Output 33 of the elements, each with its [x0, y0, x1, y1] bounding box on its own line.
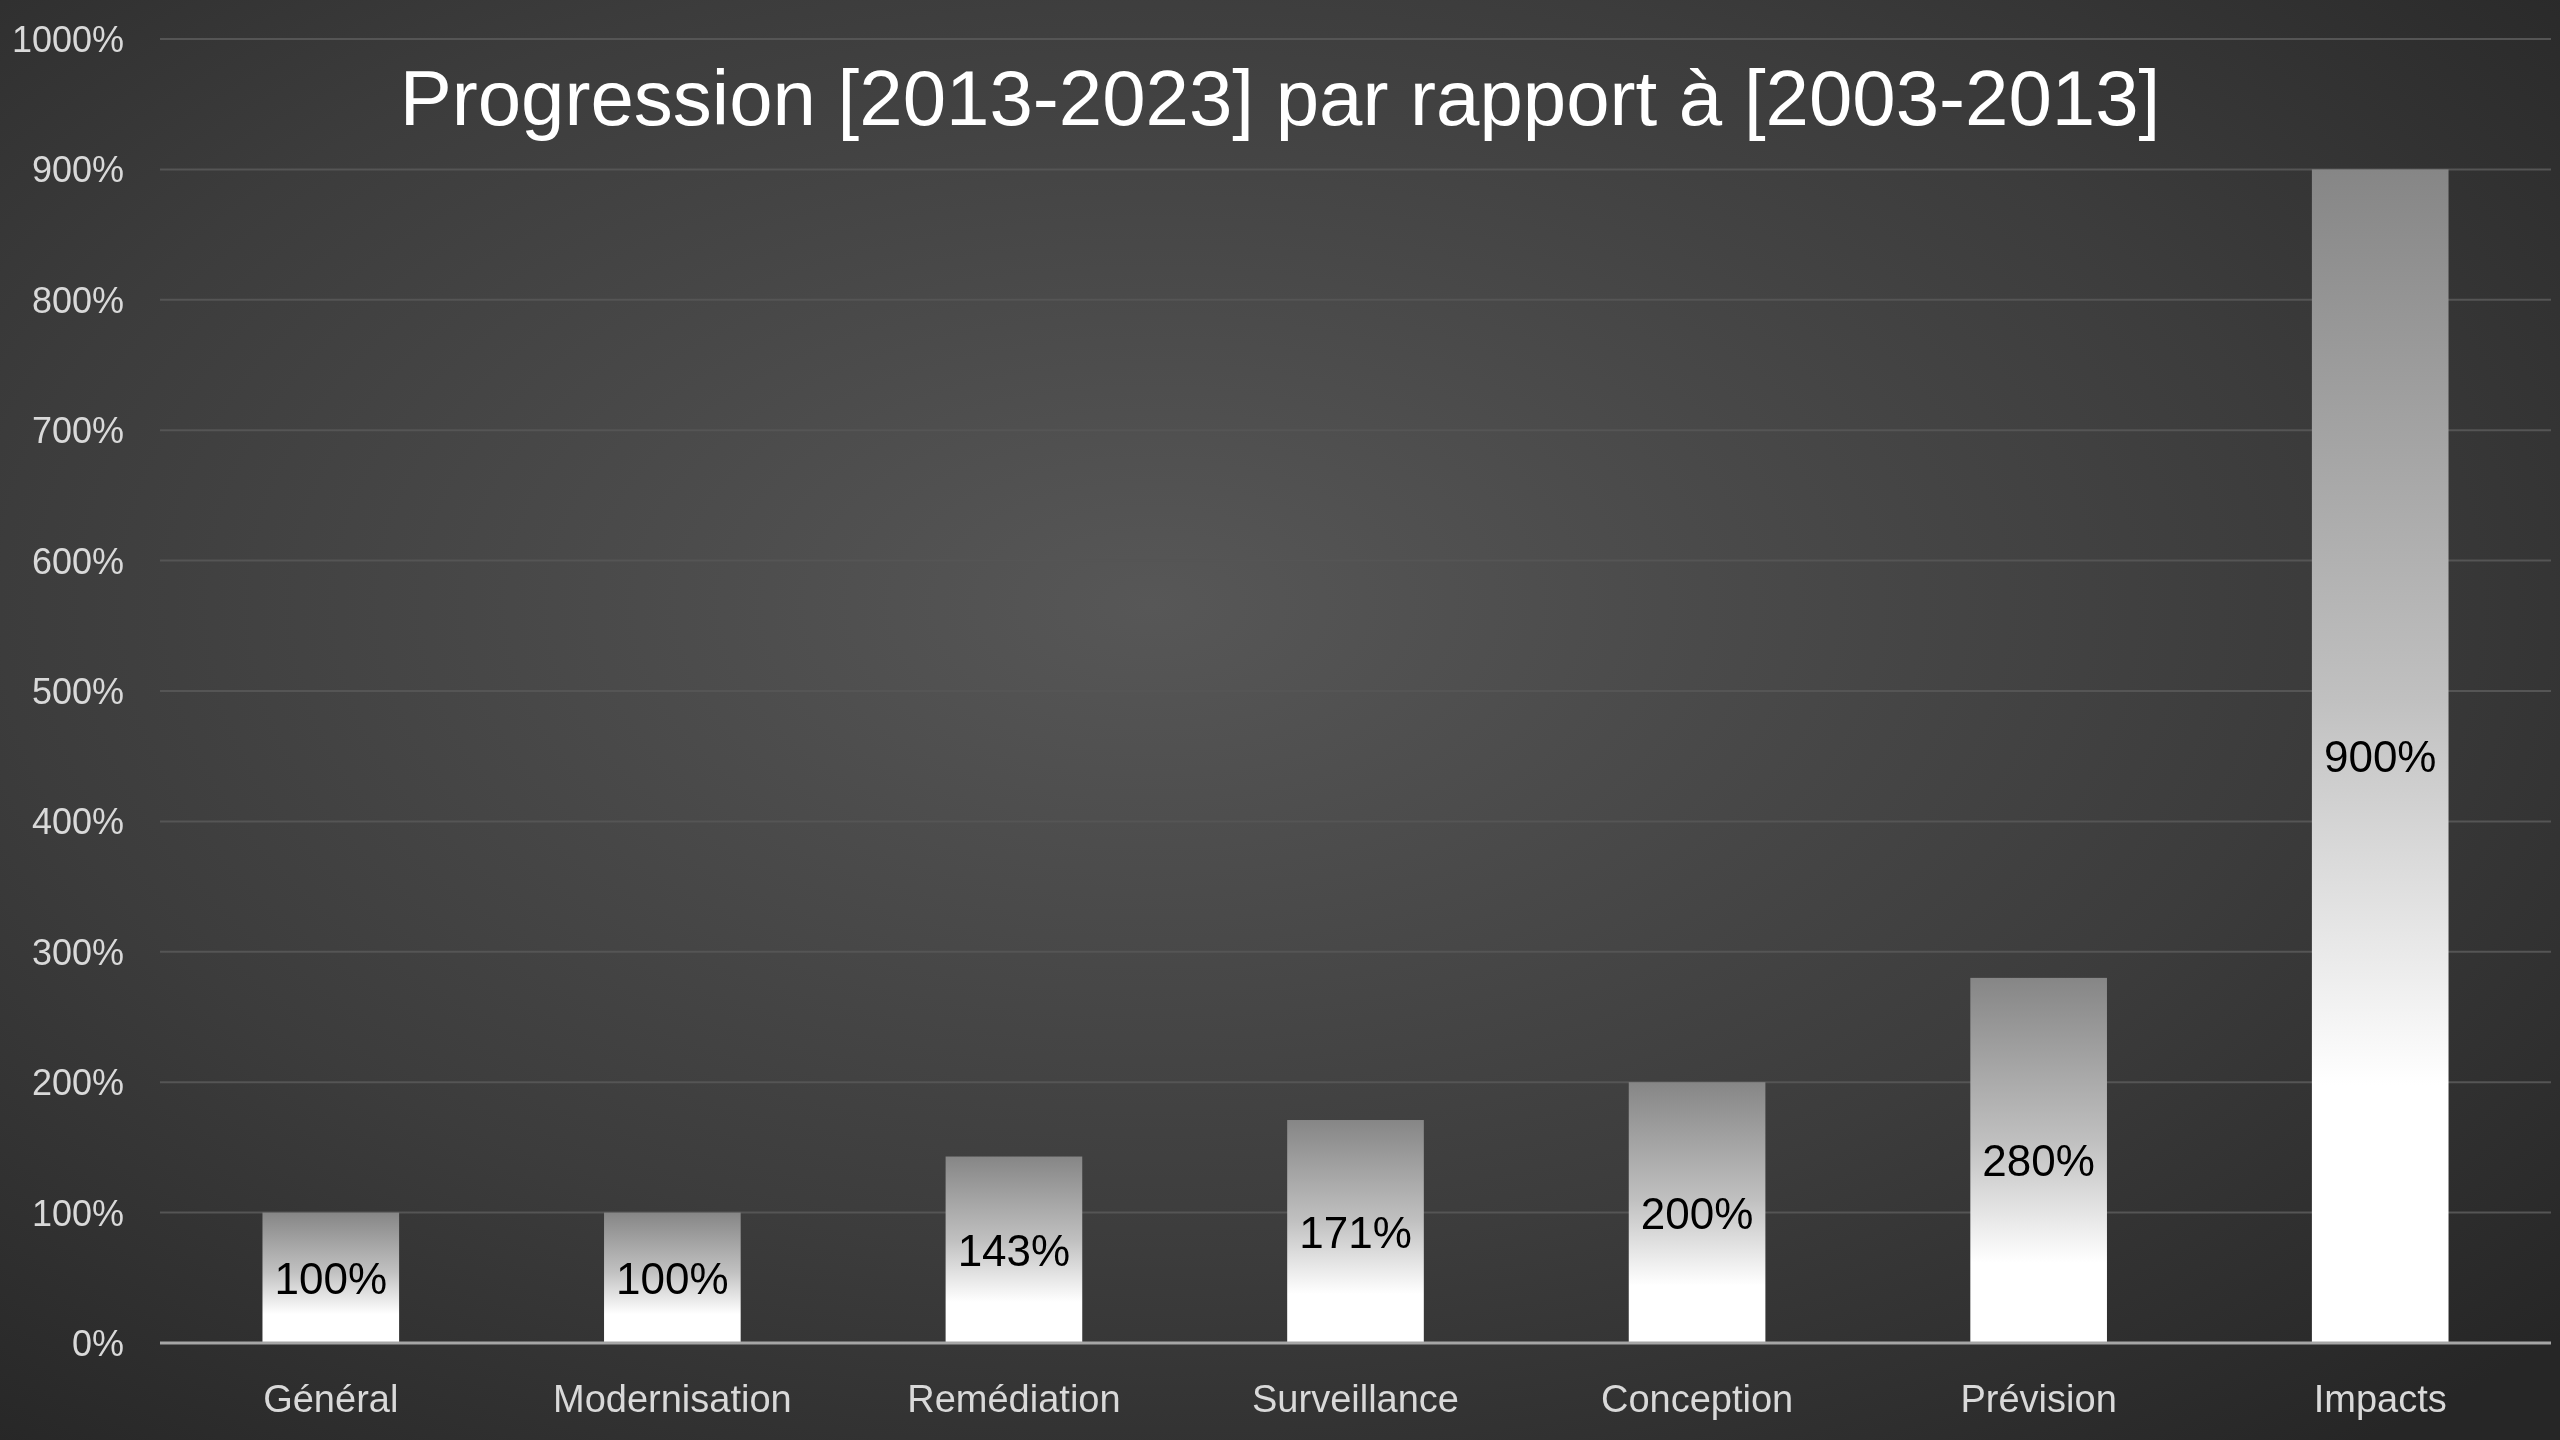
y-tick-label: 300% — [31, 931, 124, 973]
y-tick-label: 1000% — [11, 18, 124, 60]
data-label: 900% — [2323, 731, 2437, 781]
data-label: 100% — [274, 1253, 388, 1303]
data-label: 100% — [616, 1253, 729, 1303]
x-tick-label: Général — [263, 1378, 399, 1420]
bar — [262, 1212, 400, 1343]
y-tick-label: 200% — [31, 1061, 124, 1103]
x-tick-label: Conception — [1600, 1378, 1794, 1420]
bar — [1628, 1082, 1766, 1343]
data-label: 143% — [957, 1225, 1071, 1275]
x-tick-label: Prévision — [1960, 1378, 2117, 1420]
x-tick-label: Surveillance — [1252, 1378, 1459, 1420]
bar — [1970, 977, 2107, 1343]
data-label: 171% — [1299, 1207, 1412, 1257]
y-tick-label: 800% — [31, 279, 124, 321]
y-tick-label: 400% — [31, 800, 124, 842]
y-tick-label: 900% — [31, 148, 124, 190]
y-tick-label: 500% — [31, 670, 124, 712]
x-tick-label: Remédiation — [907, 1378, 1121, 1420]
y-tick-label: 100% — [31, 1192, 124, 1234]
x-tick-label: Impacts — [2313, 1378, 2447, 1420]
chart-title: Progression [2013-2023] par rapport à [2003-2013] — [399, 54, 2161, 142]
y-tick-label: 600% — [31, 540, 124, 582]
bar — [945, 1156, 1083, 1343]
x-tick-label: Modernisation — [553, 1378, 792, 1420]
bar — [604, 1212, 741, 1343]
bar — [1287, 1120, 1424, 1343]
data-label: 280% — [1982, 1135, 2095, 1185]
bar — [2311, 169, 2449, 1343]
data-label: 200% — [1640, 1188, 1754, 1238]
y-tick-label: 700% — [31, 409, 124, 451]
y-tick-label: 0% — [71, 1322, 124, 1364]
